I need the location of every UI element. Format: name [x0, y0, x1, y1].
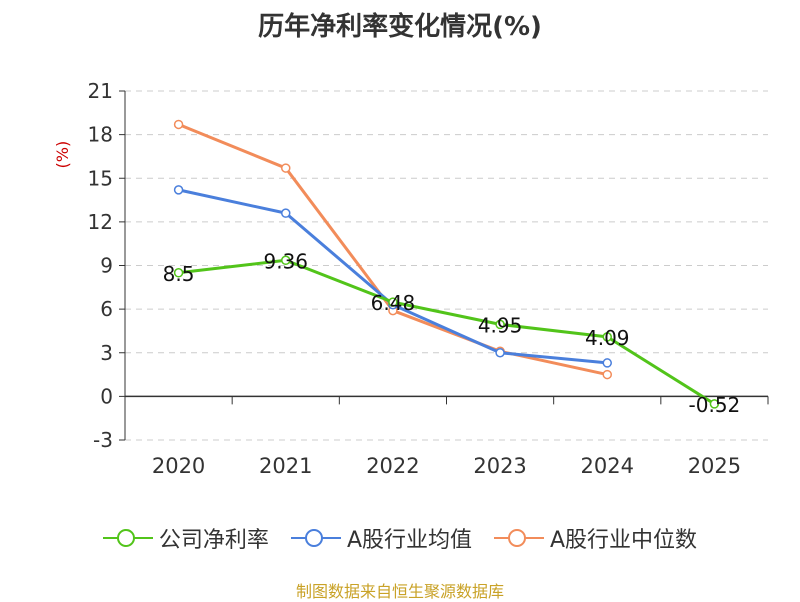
legend-label: A股行业中位数	[550, 528, 698, 553]
data-label: 8.5	[163, 262, 195, 286]
y-tick-label: 15	[88, 166, 113, 190]
y-axis-label: (%)	[53, 141, 72, 169]
y-tick-label: 0	[100, 384, 113, 408]
x-tick-label: 2020	[152, 454, 205, 478]
y-tick-label: -3	[93, 428, 113, 452]
data-point	[709, 399, 720, 409]
y-tick-label: 12	[88, 210, 113, 234]
data-point	[281, 163, 291, 173]
data-point	[388, 297, 398, 307]
legend-item-company[interactable]: 公司净利率	[102, 522, 269, 554]
series-line-1	[178, 188, 608, 365]
data-label: 4.09	[585, 326, 630, 350]
data-point	[602, 358, 612, 368]
y-tick-label: 21	[88, 79, 113, 103]
legend-label: A股行业均值	[346, 528, 472, 553]
y-tick-label: 18	[88, 123, 113, 147]
legend-item-industry-median[interactable]: A股行业中位数	[494, 522, 697, 554]
data-label: 6.48	[371, 291, 416, 315]
x-tick-label: 2023	[473, 454, 526, 478]
x-tick-label: 2024	[581, 454, 634, 478]
data-label: -0.52	[689, 393, 741, 417]
data-point	[495, 319, 505, 330]
series-line-0	[178, 258, 716, 406]
legend-marker-icon	[494, 527, 544, 549]
source-note: 制图数据来自恒生聚源数据库	[295, 582, 504, 601]
legend-item-industry-mean[interactable]: A股行业均值	[290, 522, 472, 554]
data-point	[173, 119, 184, 130]
data-label: 4.95	[478, 313, 523, 337]
data-point	[281, 255, 291, 266]
x-tick-label: 2022	[366, 454, 419, 478]
data-point	[602, 332, 612, 342]
data-point	[281, 208, 291, 218]
data-point	[173, 268, 184, 278]
x-tick-label: 2025	[688, 454, 741, 478]
legend: 公司净利率 A股行业均值 A股行业中位数	[0, 518, 800, 558]
data-point	[173, 185, 184, 195]
y-tick-label: 9	[100, 254, 113, 278]
y-tick-label: 3	[100, 341, 113, 365]
legend-marker-icon	[290, 527, 341, 549]
y-tick-label: 6	[100, 297, 113, 321]
legend-marker-icon	[102, 527, 153, 549]
data-point	[495, 348, 505, 358]
data-point	[602, 369, 612, 380]
x-tick-label: 2021	[259, 454, 312, 478]
chart-title: 历年净利率变化情况(%)	[258, 12, 542, 42]
data-label: 9.36	[263, 249, 308, 273]
legend-label: 公司净利率	[158, 528, 269, 553]
series-line-2	[178, 123, 608, 377]
